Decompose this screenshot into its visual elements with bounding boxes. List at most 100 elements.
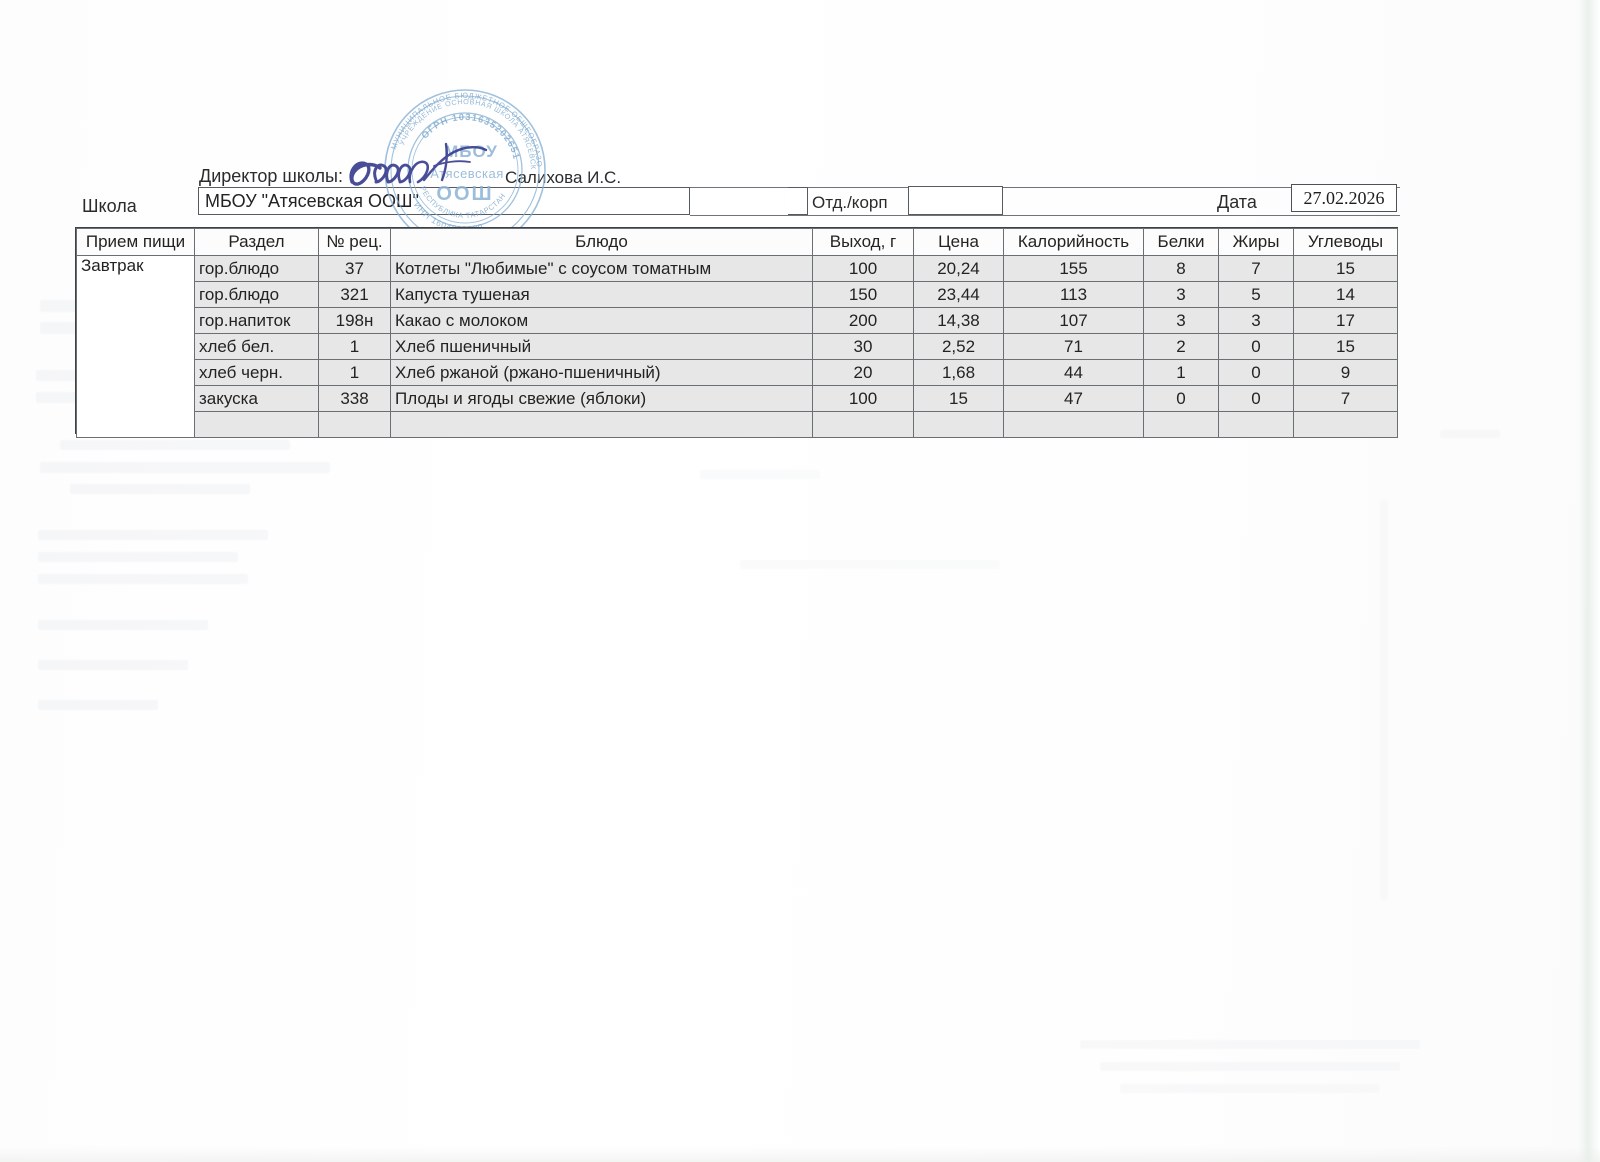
- cell-section[interactable]: хлеб черн.: [194, 359, 319, 386]
- cell-dish[interactable]: Плоды и ягоды свежие (яблоки): [390, 385, 813, 412]
- cell-recipe-no[interactable]: 198н: [318, 307, 391, 334]
- cell-output[interactable]: 100: [812, 255, 914, 282]
- table-row[interactable]: гор.блюдо 321 Капуста тушеная 150 23,44 113 3 5…: [77, 281, 1398, 308]
- director-label: Директор школы:: [199, 166, 343, 186]
- cell-fats[interactable]: 3: [1218, 307, 1294, 334]
- cell-recipe-no[interactable]: 1: [318, 359, 391, 386]
- cell-recipe-no[interactable]: [318, 411, 391, 438]
- column-header-price[interactable]: Цена: [913, 228, 1004, 256]
- cell-carbs[interactable]: 14: [1293, 281, 1398, 308]
- bleed-through-artifact: [60, 440, 290, 450]
- department-label: Отд./корп: [812, 193, 888, 212]
- cell-section[interactable]: хлеб бел.: [194, 333, 319, 360]
- cell-proteins[interactable]: 3: [1143, 307, 1219, 334]
- cell-proteins[interactable]: 3: [1143, 281, 1219, 308]
- meal-group-cell: Завтрак: [76, 255, 195, 438]
- cell-section[interactable]: гор.блюдо: [194, 281, 319, 308]
- bleed-through-artifact: [1080, 1040, 1420, 1049]
- cell-carbs[interactable]: 17: [1293, 307, 1398, 334]
- svg-text:УЧРЕЖДЕНИЕ ОСНОВНАЯ ШКОЛА АТЯС: УЧРЕЖДЕНИЕ ОСНОВНАЯ ШКОЛА АТЯСЕВСКАЯ: [379, 84, 538, 170]
- cell-recipe-no[interactable]: 338: [318, 385, 391, 412]
- bleed-through-artifact: [38, 574, 248, 584]
- cell-calories[interactable]: 155: [1003, 255, 1144, 282]
- column-header-recipe-no[interactable]: № рец.: [318, 228, 391, 256]
- page-bottom-edge: [0, 1146, 1600, 1162]
- column-header-carbs[interactable]: Углеводы: [1293, 228, 1398, 256]
- column-header-meal[interactable]: Прием пищи: [76, 228, 195, 256]
- cell-fats[interactable]: 5: [1218, 281, 1294, 308]
- cell-fats[interactable]: 7: [1218, 255, 1294, 282]
- cell-proteins[interactable]: 1: [1143, 359, 1219, 386]
- table-row[interactable]: хлеб черн. 1 Хлеб ржаной (ржано-пшеничный)…: [77, 359, 1398, 386]
- cell-dish[interactable]: Хлеб ржаной (ржано-пшеничный): [390, 359, 813, 386]
- cell-calories[interactable]: 47: [1003, 385, 1144, 412]
- cell-price[interactable]: 2,52: [913, 333, 1004, 360]
- cell-price[interactable]: [913, 411, 1004, 438]
- cell-carbs[interactable]: 9: [1293, 359, 1398, 386]
- bleed-through-artifact: [40, 462, 330, 473]
- cell-fats[interactable]: 0: [1218, 359, 1294, 386]
- column-header-output[interactable]: Выход, г: [812, 228, 914, 256]
- cell-calories[interactable]: 44: [1003, 359, 1144, 386]
- cell-dish[interactable]: Хлеб пшеничный: [390, 333, 813, 360]
- cell-section[interactable]: закуска: [194, 385, 319, 412]
- cell-fats[interactable]: 0: [1218, 333, 1294, 360]
- cell-recipe-no[interactable]: 37: [318, 255, 391, 282]
- table-row[interactable]: закуска 338 Плоды и ягоды свежие (яблоки) 1…: [77, 385, 1398, 412]
- bleed-through-artifact: [70, 484, 250, 494]
- cell-calories[interactable]: 71: [1003, 333, 1144, 360]
- cell-carbs[interactable]: 15: [1293, 255, 1398, 282]
- cell-output[interactable]: 150: [812, 281, 914, 308]
- cell-section[interactable]: гор.напиток: [194, 307, 319, 334]
- cell-dish[interactable]: [390, 411, 813, 438]
- cell-price[interactable]: 23,44: [913, 281, 1004, 308]
- cell-output[interactable]: 200: [812, 307, 914, 334]
- department-input[interactable]: [908, 186, 1003, 215]
- cell-dish[interactable]: Котлеты "Любимые" с соусом томатным: [390, 255, 813, 282]
- cell-output[interactable]: [812, 411, 914, 438]
- bleed-through-artifact: [38, 660, 188, 670]
- cell-recipe-no[interactable]: 1: [318, 333, 391, 360]
- cell-recipe-no[interactable]: 321: [318, 281, 391, 308]
- cell-price[interactable]: 20,24: [913, 255, 1004, 282]
- cell-output[interactable]: 20: [812, 359, 914, 386]
- svg-text:МБОУ: МБОУ: [444, 142, 498, 161]
- cell-proteins[interactable]: 8: [1143, 255, 1219, 282]
- column-header-calories[interactable]: Калорийность: [1003, 228, 1144, 256]
- header-rule-middle: [690, 215, 1400, 216]
- cell-calories[interactable]: 107: [1003, 307, 1144, 334]
- cell-section[interactable]: [194, 411, 319, 438]
- school-input[interactable]: МБОУ "Атясевская ООШ": [198, 187, 690, 215]
- cell-price[interactable]: 14,38: [913, 307, 1004, 334]
- date-input[interactable]: 27.02.2026: [1291, 184, 1397, 212]
- cell-carbs[interactable]: 15: [1293, 333, 1398, 360]
- cell-price[interactable]: 1,68: [913, 359, 1004, 386]
- table-row[interactable]: [77, 411, 1398, 438]
- table-row[interactable]: Завтрак гор.блюдо 37 Котлеты "Любимые" с со…: [76, 255, 1398, 438]
- table-row[interactable]: гор.напиток 198н Какао с молоком 200 14,38 10…: [77, 307, 1398, 334]
- column-header-dish[interactable]: Блюдо: [390, 228, 813, 256]
- director-name: Салихова И.С.: [505, 168, 622, 187]
- cell-proteins[interactable]: [1143, 411, 1219, 438]
- column-header-proteins[interactable]: Белки: [1143, 228, 1219, 256]
- cell-fats[interactable]: 0: [1218, 385, 1294, 412]
- cell-section[interactable]: гор.блюдо: [194, 255, 319, 282]
- cell-output[interactable]: 30: [812, 333, 914, 360]
- cell-dish[interactable]: Какао с молоком: [390, 307, 813, 334]
- column-header-section[interactable]: Раздел: [194, 228, 319, 256]
- bleed-through-artifact: [740, 560, 1000, 569]
- cell-fats[interactable]: [1218, 411, 1294, 438]
- cell-proteins[interactable]: 2: [1143, 333, 1219, 360]
- cell-dish[interactable]: Капуста тушеная: [390, 281, 813, 308]
- cell-calories[interactable]: 113: [1003, 281, 1144, 308]
- cell-output[interactable]: 100: [812, 385, 914, 412]
- cell-price[interactable]: 15: [913, 385, 1004, 412]
- cell-carbs[interactable]: [1293, 411, 1398, 438]
- cell-carbs[interactable]: 7: [1293, 385, 1398, 412]
- column-header-fats[interactable]: Жиры: [1218, 228, 1294, 256]
- form-header: Директор школы: Салихова И.С. Школа МБОУ…: [0, 0, 1600, 251]
- cell-calories[interactable]: [1003, 411, 1144, 438]
- table-row[interactable]: хлеб бел. 1 Хлеб пшеничный 30 2,52 71 2 0 15: [77, 333, 1398, 360]
- cell-proteins[interactable]: 0: [1143, 385, 1219, 412]
